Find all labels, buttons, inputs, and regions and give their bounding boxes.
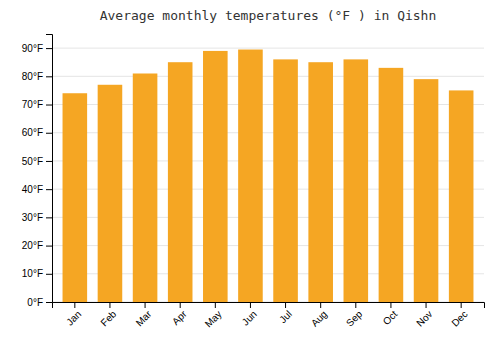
x-tick-label: Feb [98,308,118,328]
y-tick-label: 10°F [22,268,43,279]
x-tick-label: Jan [64,308,83,327]
chart: 0°F 10°F 20°F 30°F 40°F 50°F 60°F 70°F 80°F 90°F J… [0,0,500,350]
y-tick-mark [46,274,52,275]
x-tick: Sep [344,302,365,329]
bar [449,90,474,302]
y-tick: 40°F [22,184,52,195]
x-tick: Oct [381,302,400,327]
x-tick-label: Dec [449,308,469,328]
y-axis-line [46,35,53,303]
x-tick-mark [250,302,251,308]
bars [63,50,474,302]
y-tick-mark [46,161,52,162]
y-tick-label: 40°F [22,184,43,195]
y-tick-label: 20°F [22,240,43,251]
x-tick-mark [426,302,427,308]
x-tick-label: Apr [170,308,189,327]
y-tick-mark [46,246,52,247]
y-tick-label: 70°F [22,99,43,110]
x-tick-mark [215,302,216,308]
y-tick-mark [46,189,52,190]
x-tick-mark [74,302,75,308]
x-tick: Jan [64,302,83,328]
x-tick: Dec [449,302,469,329]
x-tick-label: Nov [414,308,434,328]
y-axis: 0°F 10°F 20°F 30°F 40°F 50°F 60°F 70°F 80°F 90°F [22,35,53,308]
y-tick-mark [46,302,52,303]
x-tick-label: Jul [277,308,294,325]
y-tick-label: 60°F [22,127,43,138]
x-tick-mark [285,302,286,308]
y-tick-label: 0°F [27,297,43,308]
y-tick: 90°F [22,43,52,54]
x-tick-label: Mar [134,308,154,328]
y-tick-mark [46,48,52,49]
y-tick: 10°F [22,268,52,279]
y-tick: 70°F [22,99,52,110]
x-tick: May [203,302,224,330]
x-axis-line [53,303,485,309]
x-tick: Feb [98,302,118,328]
x-tick-label: Sep [344,308,365,329]
grid [52,48,484,302]
bar [344,59,369,302]
bar [98,85,123,302]
x-tick-mark [180,302,181,308]
grid-line [52,48,484,49]
y-tick: 30°F [22,212,52,223]
x-tick-mark [320,302,321,308]
x-tick: Mar [134,302,154,328]
y-tick-mark [46,133,52,134]
x-tick-mark [145,302,146,308]
x-tick: Aug [309,302,329,329]
bar [379,68,404,302]
bar [238,50,263,302]
y-tick-label: 50°F [22,156,43,167]
x-tick-mark [109,302,110,308]
bar [414,79,439,302]
y-tick: 80°F [22,71,52,82]
y-tick: 60°F [22,127,52,138]
y-tick: 50°F [22,156,52,167]
x-tick-label: May [203,308,224,329]
x-tick: Nov [414,302,434,329]
x-tick: Apr [170,302,189,327]
title: Average monthly temperatures (°F ) in Qi… [100,8,437,23]
grid-line [52,76,484,77]
y-tick: 20°F [22,240,52,251]
y-tick-label: 30°F [22,212,43,223]
x-axis: Jan Feb Mar Apr May Jun Jul Aug Sep Oct Nov Dec [53,302,485,330]
x-tick-mark [390,302,391,308]
x-tick-mark [355,302,356,308]
plot: 0°F 10°F 20°F 30°F 40°F 50°F 60°F 70°F 80°F 90°F J… [22,35,485,330]
x-tick-label: Jun [240,308,259,327]
x-tick: Jul [277,302,294,325]
x-tick-label: Aug [309,308,329,328]
bar [308,62,333,302]
y-tick: 0°F [27,297,52,308]
x-tick-label: Oct [381,308,400,327]
y-tick-mark [46,76,52,77]
bar [203,51,228,302]
y-tick-label: 80°F [22,71,43,82]
y-tick-mark [46,105,52,106]
y-tick-mark [46,217,52,218]
y-tick-label: 90°F [22,43,43,54]
bar [168,62,193,302]
bar [273,59,298,302]
x-tick-mark [461,302,462,308]
bar [63,93,88,302]
bar [133,73,158,302]
x-tick: Jun [240,302,259,328]
